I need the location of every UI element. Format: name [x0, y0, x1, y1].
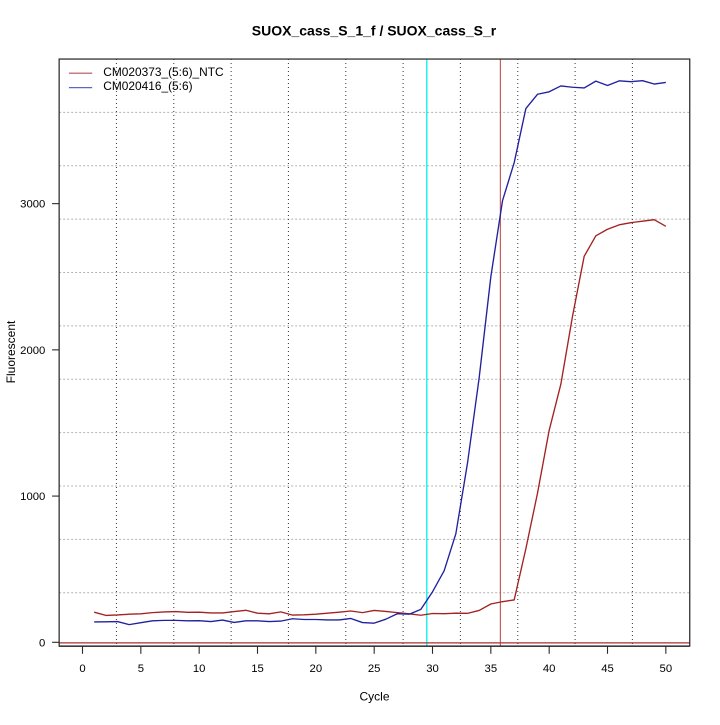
svg-text:40: 40 — [543, 663, 556, 675]
svg-text:45: 45 — [601, 663, 614, 675]
svg-text:0: 0 — [39, 637, 45, 649]
svg-text:50: 50 — [660, 663, 673, 675]
svg-text:CM020373_(5:6)_NTC: CM020373_(5:6)_NTC — [103, 65, 224, 79]
svg-text:5: 5 — [138, 663, 144, 675]
svg-text:35: 35 — [485, 663, 498, 675]
svg-text:0: 0 — [79, 663, 85, 675]
svg-text:SUOX_cass_S_1_f / SUOX_cass_S_: SUOX_cass_S_1_f / SUOX_cass_S_r — [252, 22, 497, 38]
svg-text:10: 10 — [193, 663, 206, 675]
svg-text:20: 20 — [310, 663, 323, 675]
svg-text:CM020416_(5:6): CM020416_(5:6) — [103, 79, 192, 93]
svg-text:2000: 2000 — [20, 345, 45, 357]
svg-text:25: 25 — [368, 663, 381, 675]
svg-text:1000: 1000 — [20, 491, 45, 503]
svg-text:3000: 3000 — [20, 199, 45, 211]
svg-text:30: 30 — [426, 663, 439, 675]
svg-text:Cycle: Cycle — [359, 690, 389, 704]
svg-text:15: 15 — [251, 663, 264, 675]
svg-text:Fluorescent: Fluorescent — [4, 320, 18, 383]
